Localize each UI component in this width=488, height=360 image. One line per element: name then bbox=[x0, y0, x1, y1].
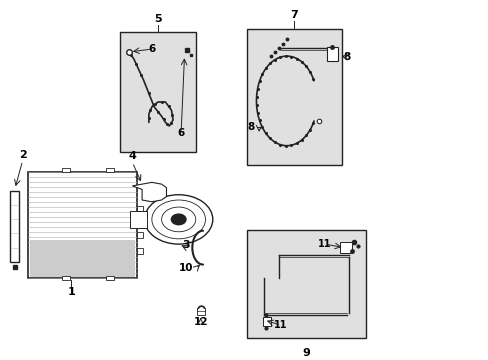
Text: 4: 4 bbox=[128, 152, 136, 161]
Bar bbox=[137, 233, 143, 238]
Bar bbox=[130, 211, 147, 228]
Bar bbox=[120, 32, 195, 152]
Text: 3: 3 bbox=[182, 240, 189, 250]
Bar bbox=[62, 276, 70, 280]
Text: 8: 8 bbox=[343, 52, 350, 62]
Text: 2: 2 bbox=[19, 150, 26, 160]
Bar bbox=[137, 248, 143, 254]
Bar bbox=[339, 242, 351, 253]
Text: 8: 8 bbox=[247, 122, 254, 132]
Bar bbox=[327, 46, 337, 61]
Text: 12: 12 bbox=[193, 317, 207, 327]
Bar bbox=[262, 318, 271, 326]
Text: 10: 10 bbox=[179, 262, 193, 273]
Bar bbox=[30, 240, 135, 277]
Text: 6: 6 bbox=[177, 128, 184, 138]
Text: 6: 6 bbox=[148, 44, 156, 54]
Bar bbox=[10, 191, 19, 262]
Circle shape bbox=[144, 195, 212, 244]
Polygon shape bbox=[132, 183, 166, 202]
Text: 11: 11 bbox=[318, 239, 331, 249]
Bar bbox=[62, 167, 70, 172]
Text: 9: 9 bbox=[302, 348, 310, 358]
Bar bbox=[246, 230, 366, 338]
Bar bbox=[246, 29, 341, 165]
Text: 11: 11 bbox=[274, 320, 287, 330]
Bar bbox=[137, 206, 143, 212]
Text: 5: 5 bbox=[154, 14, 162, 24]
Circle shape bbox=[171, 214, 185, 225]
Bar bbox=[106, 276, 114, 280]
Bar bbox=[27, 172, 137, 278]
Bar bbox=[106, 167, 114, 172]
Text: 7: 7 bbox=[290, 10, 298, 20]
Text: 1: 1 bbox=[67, 287, 75, 297]
Bar bbox=[196, 308, 204, 315]
